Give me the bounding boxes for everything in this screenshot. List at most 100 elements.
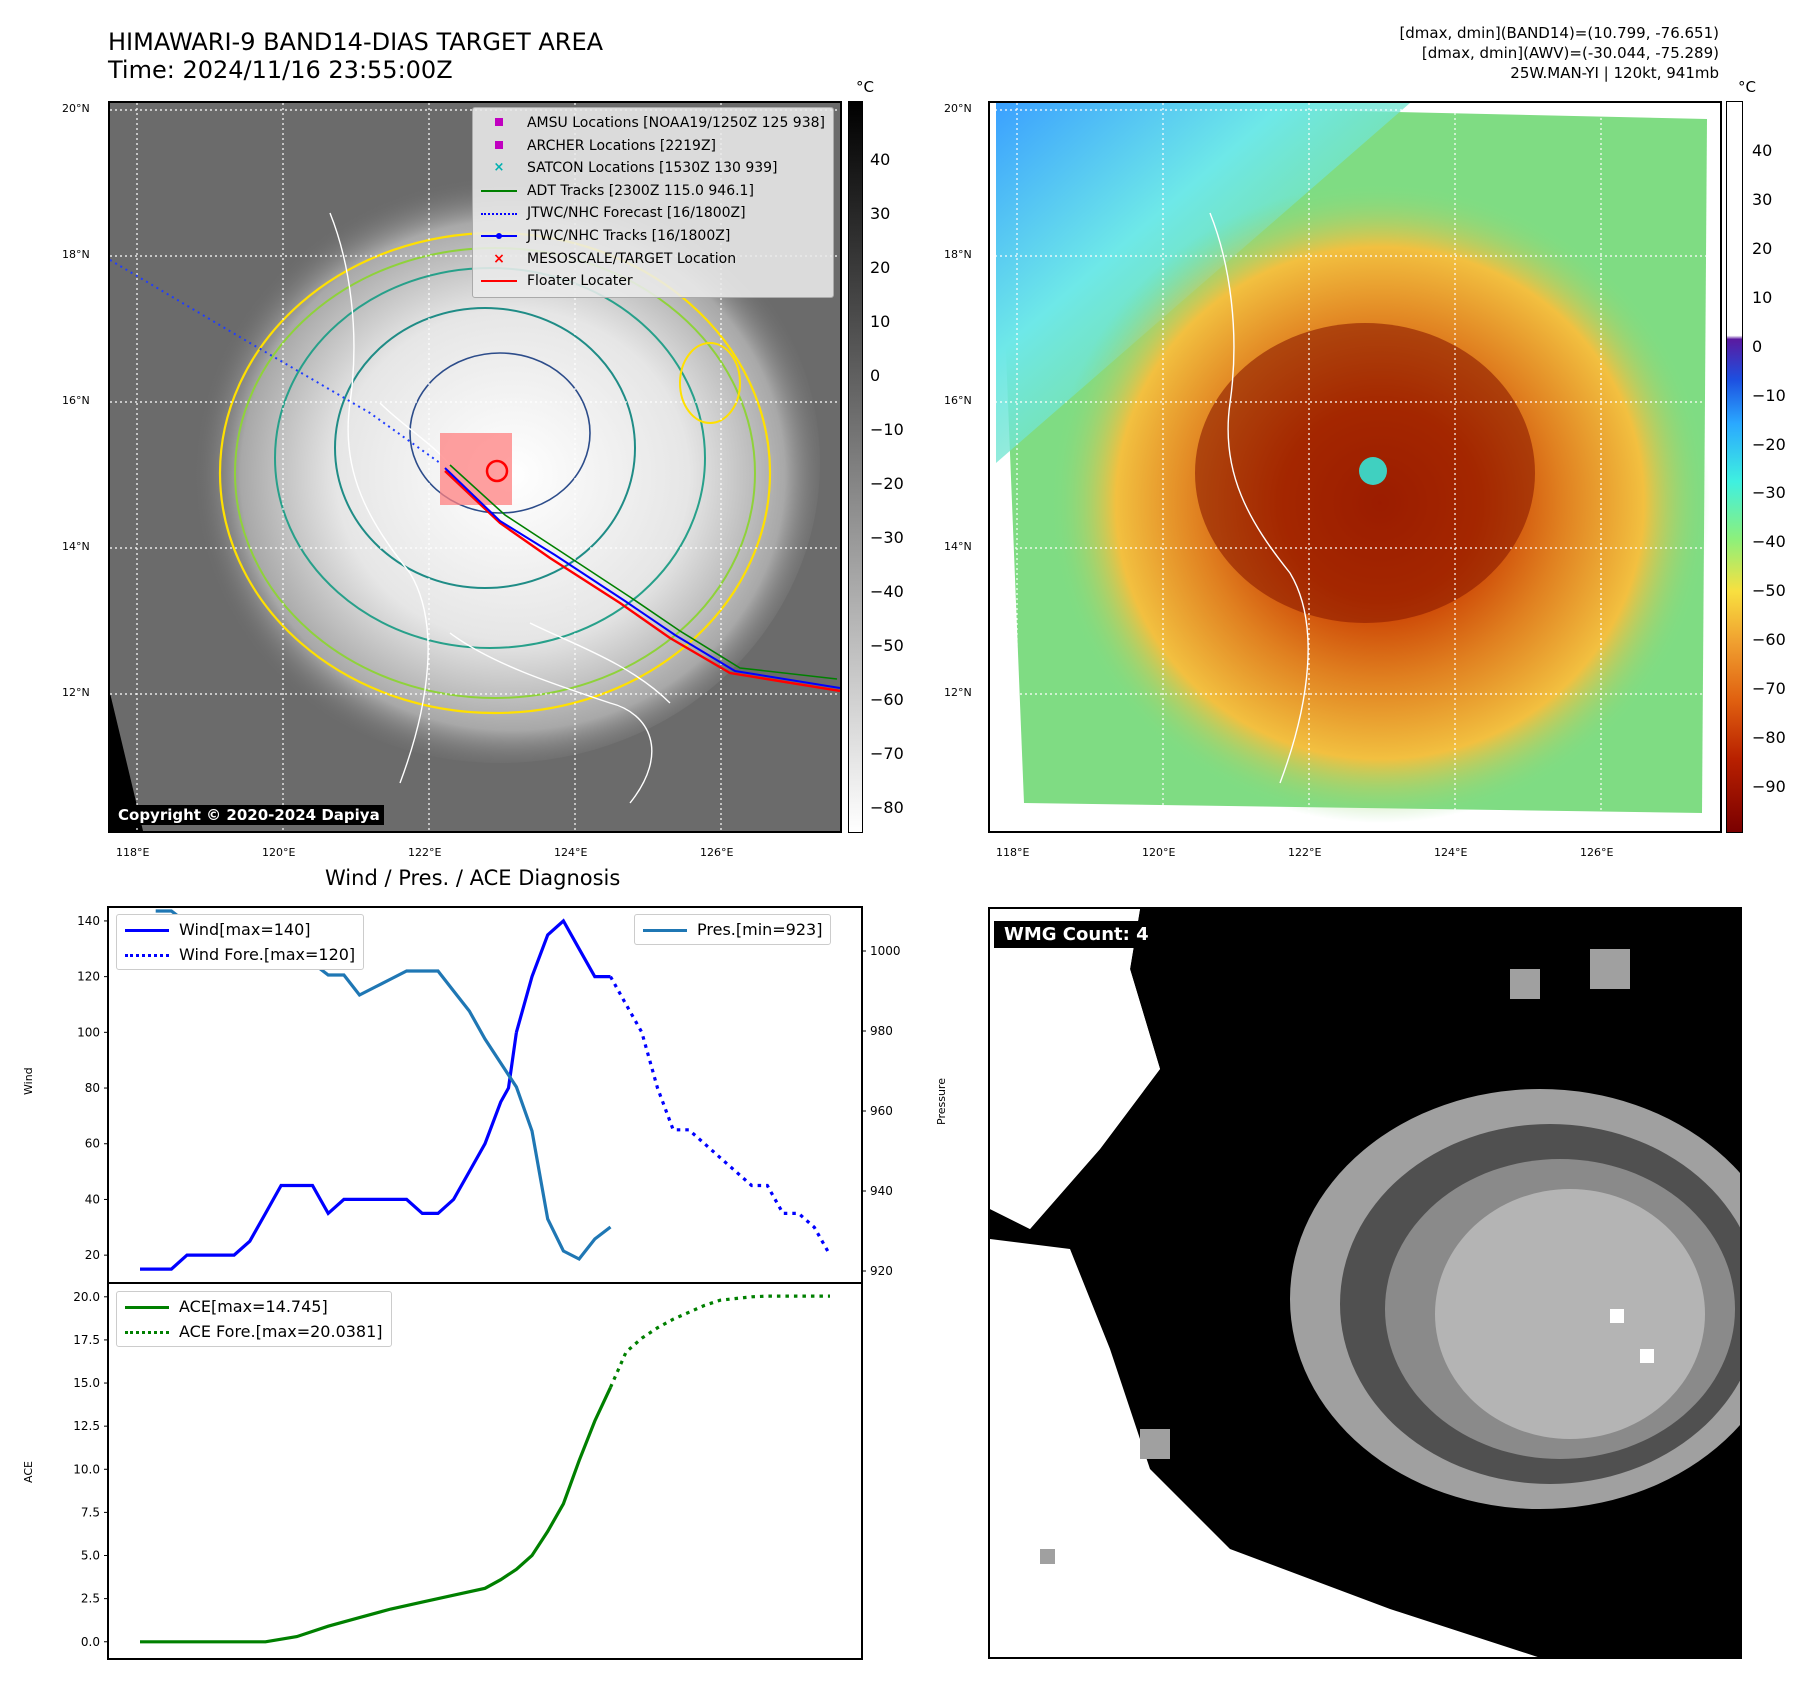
ir-map-svg: -54	[110, 103, 840, 831]
lon-tick-right: 126°E	[1580, 846, 1614, 859]
legend-archer: ARCHER Locations [2219Z]	[481, 135, 825, 158]
wmg-svg	[990, 909, 1740, 1657]
colorbar-right-tick: 0	[1752, 336, 1763, 356]
ir-grayscale-map: -54 AMSU Locations [NOAA19/1250Z 125 938…	[108, 101, 842, 833]
pressure-ytick-label: 1000	[870, 944, 901, 958]
wind-ytick-label: 80	[85, 1081, 100, 1095]
copyright-label: Copyright © 2020-2024 Dapiya	[114, 805, 384, 825]
legend-jtwc-tracks: JTWC/NHC Tracks [16/1800Z]	[480, 225, 825, 248]
colorbar-right-tick: −90	[1752, 777, 1786, 796]
lon-tick-left: 124°E	[554, 846, 588, 859]
colorbar-left-tick: −40	[870, 582, 904, 601]
ace-axis-label: ACE	[22, 1461, 35, 1483]
colorbar-unit-right: °C	[1738, 78, 1756, 96]
map-legend: AMSU Locations [NOAA19/1250Z 125 938] AR…	[471, 107, 834, 298]
target-area-box	[440, 433, 512, 505]
legend-ace-forecast: ACE Fore.[max=20.0381]	[125, 1319, 383, 1344]
lat-tick-left: 16°N	[62, 394, 90, 407]
colorbar-left-tick: −70	[870, 744, 904, 763]
ace-ytick-label: 2.5	[81, 1592, 100, 1606]
wmg-eye-pixel	[1610, 1309, 1624, 1323]
colorbar-right-tick: 10	[1752, 287, 1773, 307]
lon-tick-right: 118°E	[996, 846, 1030, 859]
legend-pressure: Pres.[min=923]	[643, 917, 822, 942]
colorbar-right-tick: 20	[1752, 238, 1773, 258]
colorbar-right-tick: −70	[1752, 679, 1786, 699]
wmg-gray-cell	[1140, 1429, 1170, 1459]
wind-ytick-label: 140	[77, 914, 100, 928]
pressure-legend: Pres.[min=923]	[634, 914, 832, 945]
wmg-gray-cell	[1510, 969, 1540, 999]
ace-ytick-label: 5.0	[81, 1549, 100, 1563]
storm-center-marker	[485, 459, 509, 483]
wmg-eye-pixel	[1640, 1349, 1654, 1363]
colorbar-left-tick: 40	[870, 150, 891, 169]
lat-tick-right: 12°N	[944, 686, 972, 699]
colorbar-left-tick: −50	[870, 636, 904, 655]
legend-amsu: AMSU Locations [NOAA19/1250Z 125 938]	[481, 112, 825, 135]
legend-wind-forecast: Wind Fore.[max=120]	[125, 942, 355, 967]
colorbar-unit-left: °C	[856, 78, 874, 96]
colorbar-left-tick: −20	[870, 474, 904, 493]
ace-legend: ACE[max=14.745] ACE Fore.[max=20.0381]	[116, 1291, 392, 1347]
lon-tick-left: 120°E	[262, 846, 296, 859]
wind-series-line	[140, 1032, 518, 1271]
lon-tick-left: 122°E	[408, 846, 442, 859]
lon-tick-right: 120°E	[1142, 846, 1176, 859]
colorbar-left-tick: 20	[870, 258, 891, 277]
lon-tick-left: 118°E	[116, 846, 150, 859]
wind-ytick-label: 60	[85, 1137, 100, 1151]
colorbar-right-tick: −60	[1752, 630, 1786, 650]
pressure-ytick-label: 980	[870, 1024, 893, 1038]
diagnosis-title: Wind / Pres. / ACE Diagnosis	[325, 866, 621, 890]
figure-time: Time: 2024/11/16 23:55:00Z	[108, 56, 453, 84]
meta-storm: 25W.MAN-YI | 120kt, 941mb	[1510, 64, 1719, 82]
ace-ytick-label: 7.5	[81, 1505, 100, 1519]
storm-eye	[1359, 457, 1387, 485]
colorbar-left-tick: −80	[870, 798, 904, 817]
pressure-axis-label: Pressure	[935, 1078, 948, 1125]
contour-teal-inner	[334, 307, 636, 589]
floater-locater-line	[444, 470, 840, 693]
figure-title: HIMAWARI-9 BAND14-DIAS TARGET AREA	[108, 28, 604, 56]
ace-series-line	[140, 1386, 612, 1644]
jtwc-track-line	[444, 467, 840, 689]
ace-ytick-label: 20.0	[73, 1290, 100, 1304]
contour-small-cell	[679, 342, 741, 424]
colorbar-right-tick: −50	[1752, 581, 1786, 601]
ir-color-map	[988, 101, 1722, 833]
colorbar-left-tick: 30	[870, 204, 891, 223]
lat-tick-right: 16°N	[944, 394, 972, 407]
wmg-panel: WMG Count: 4	[988, 907, 1742, 1659]
contour-label: -54	[560, 604, 580, 618]
contour-blue	[409, 352, 591, 514]
legend-mesoscale: × MESOSCALE/TARGET Location	[493, 250, 737, 267]
ace-ytick-label: 10.0	[73, 1462, 100, 1476]
wmg-gray-cell	[1040, 1549, 1055, 1564]
colorbar-left-tick: −60	[870, 690, 904, 709]
colorbar-left-tick: −10	[870, 420, 904, 439]
colorbar-right-tick: −10	[1752, 385, 1786, 405]
wind-ytick-label: 40	[85, 1192, 100, 1206]
coastline-visayas	[449, 622, 671, 804]
wind-legend: Wind[max=140] Wind Fore.[max=120]	[116, 914, 365, 970]
colorbar-right-tick: −30	[1752, 483, 1786, 503]
wind-ytick-label: 20	[85, 1248, 100, 1262]
lat-tick-left: 18°N	[62, 248, 90, 261]
graticule-color	[990, 103, 1720, 831]
colorbar-right-tick: −40	[1752, 532, 1786, 552]
legend-jtwc-forecast: JTWC/NHC Forecast [16/1800Z]	[480, 202, 825, 225]
wmg-warm-area	[990, 909, 1160, 1229]
ace-ytick-label: 17.5	[73, 1333, 100, 1347]
ace-ytick-label: 15.0	[73, 1376, 100, 1390]
wind-ytick-label: 100	[77, 1025, 100, 1039]
wind-series-line	[514, 918, 611, 1033]
wind-forecast-series-line	[609, 975, 832, 1256]
coastline-color	[1209, 212, 1309, 784]
legend-ace: ACE[max=14.745]	[125, 1294, 383, 1319]
lon-tick-right: 124°E	[1434, 846, 1468, 859]
lon-tick-right: 122°E	[1288, 846, 1322, 859]
colorbar-grayscale	[848, 101, 863, 833]
colorbar-left-tick: 10	[870, 312, 891, 331]
ace-forecast-series-line	[609, 1294, 830, 1389]
